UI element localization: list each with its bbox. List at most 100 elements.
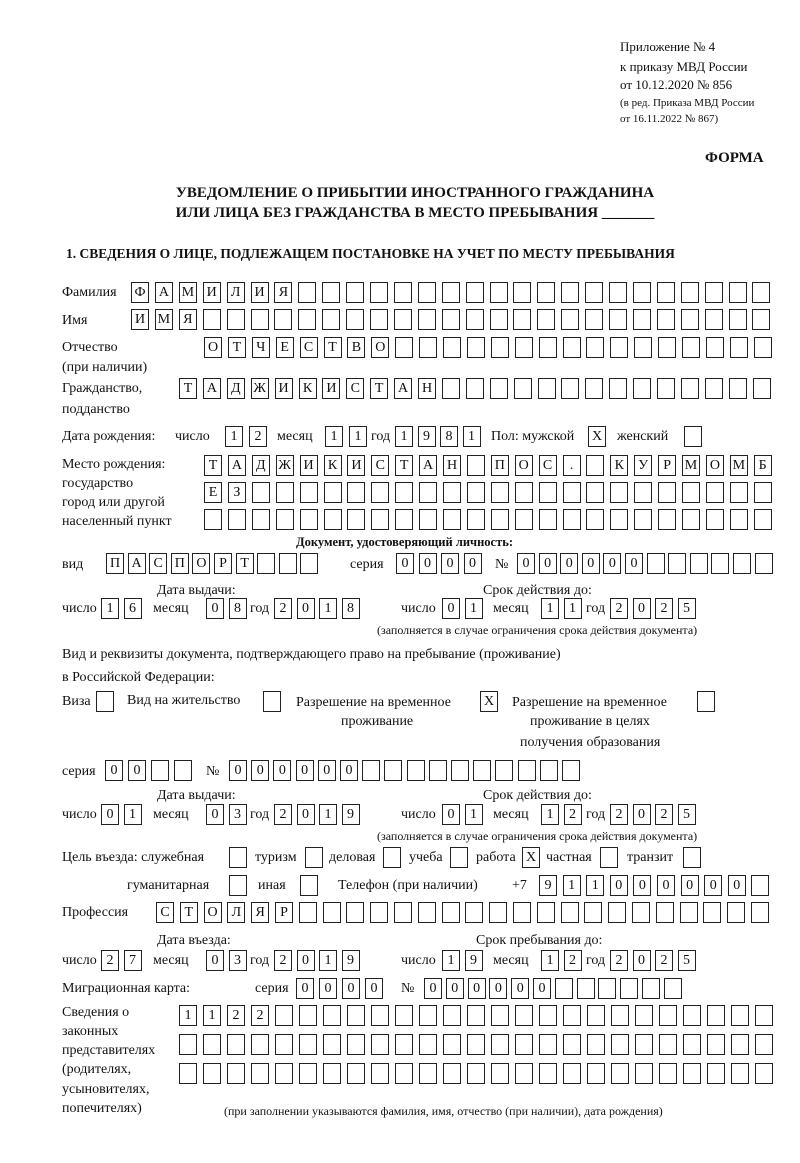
id-series-cell[interactable]: 0 bbox=[463, 553, 482, 574]
id-date-year-cell[interactable]: 8 bbox=[341, 598, 360, 619]
representatives-3-cell[interactable] bbox=[323, 1063, 341, 1084]
representatives-3-cell[interactable] bbox=[587, 1063, 605, 1084]
id-date-end-month-cell[interactable]: 1 bbox=[563, 598, 582, 619]
birth-place-2-cell[interactable] bbox=[419, 482, 438, 503]
representatives-1-cell[interactable] bbox=[587, 1005, 605, 1026]
stay-date-end-month-cell[interactable]: 1 bbox=[541, 804, 559, 825]
representatives-1-cell[interactable] bbox=[491, 1005, 509, 1026]
birth-year-cell[interactable]: 8 bbox=[440, 426, 458, 447]
representatives-1-cell[interactable] bbox=[443, 1005, 461, 1026]
stay-date-month-cell[interactable]: 3 bbox=[228, 804, 247, 825]
stay-number-cell[interactable] bbox=[384, 760, 403, 781]
representatives-1-cell[interactable] bbox=[275, 1005, 293, 1026]
representatives-2-cell[interactable] bbox=[203, 1034, 221, 1055]
citizenship-cell[interactable] bbox=[752, 378, 771, 399]
citizenship-cell[interactable] bbox=[537, 378, 556, 399]
patronymic-cell[interactable] bbox=[466, 337, 485, 358]
migration-series-cell[interactable]: 0 bbox=[342, 978, 360, 999]
profession-cell[interactable] bbox=[679, 902, 698, 923]
entry-date-month-cell[interactable]: 0 bbox=[206, 950, 224, 971]
entry-date-year-cell[interactable]: 2 bbox=[274, 950, 292, 971]
entry-date-end-month-cell[interactable]: 2 bbox=[563, 950, 582, 971]
birth-month-cell[interactable]: 1 bbox=[325, 426, 343, 447]
representatives-3-cell[interactable] bbox=[707, 1063, 725, 1084]
id-date-year-cell[interactable]: 2 bbox=[274, 598, 292, 619]
id-number-cell[interactable] bbox=[733, 553, 751, 574]
name-cell[interactable] bbox=[274, 309, 293, 330]
patronymic-cell[interactable] bbox=[419, 337, 438, 358]
birth-place-1-cell[interactable] bbox=[466, 455, 485, 476]
birth-place-2-cell[interactable] bbox=[562, 482, 581, 503]
citizenship-cell[interactable]: А bbox=[394, 378, 413, 399]
patronymic-cell[interactable]: О bbox=[371, 337, 390, 358]
name-cell[interactable] bbox=[489, 309, 508, 330]
birth-place-3-cell[interactable] bbox=[514, 509, 533, 530]
representatives-2-cell[interactable] bbox=[635, 1034, 653, 1055]
trp-edu-cell[interactable] bbox=[697, 691, 715, 712]
name-cell[interactable]: М bbox=[154, 309, 173, 330]
name-cell[interactable] bbox=[202, 309, 221, 330]
migration-number-cell[interactable]: 0 bbox=[489, 978, 508, 999]
id-date-month-cell[interactable]: 8 bbox=[228, 598, 247, 619]
birth-place-2-cell[interactable] bbox=[753, 482, 772, 503]
citizenship-cell[interactable]: Н bbox=[418, 378, 436, 399]
representatives-1-cell[interactable] bbox=[419, 1005, 437, 1026]
stay-number-cell[interactable]: 0 bbox=[340, 760, 358, 781]
birth-place-3-cell[interactable] bbox=[371, 509, 390, 530]
birth-place-3-cell[interactable] bbox=[323, 509, 342, 530]
surname-cell[interactable] bbox=[513, 282, 532, 303]
purpose-other-cell[interactable] bbox=[300, 875, 318, 896]
surname-cell[interactable] bbox=[609, 282, 627, 303]
stay-number-cell[interactable]: 0 bbox=[251, 760, 270, 781]
surname-cell[interactable]: Я bbox=[274, 282, 293, 303]
surname-cell[interactable] bbox=[561, 282, 580, 303]
representatives-2-cell[interactable] bbox=[419, 1034, 437, 1055]
representatives-1-cell[interactable] bbox=[323, 1005, 341, 1026]
birth-place-2-cell[interactable]: З bbox=[227, 482, 246, 503]
stay-date-end-day-cell[interactable]: 1 bbox=[464, 804, 483, 825]
patronymic-cell[interactable] bbox=[562, 337, 581, 358]
birth-place-1-cell[interactable]: М bbox=[682, 455, 700, 476]
representatives-3-cell[interactable] bbox=[659, 1063, 677, 1084]
entry-date-end-year-cell[interactable]: 2 bbox=[610, 950, 628, 971]
phone-cell[interactable]: 0 bbox=[609, 875, 628, 896]
id-number-cell[interactable] bbox=[754, 553, 773, 574]
name-cell[interactable] bbox=[393, 309, 412, 330]
profession-cell[interactable] bbox=[489, 902, 508, 923]
name-cell[interactable]: Я bbox=[178, 309, 197, 330]
birth-place-1-cell[interactable]: И bbox=[347, 455, 366, 476]
patronymic-cell[interactable]: О bbox=[204, 337, 222, 358]
stay-number-cell[interactable] bbox=[428, 760, 447, 781]
birth-place-3-cell[interactable] bbox=[586, 509, 605, 530]
patronymic-cell[interactable] bbox=[658, 337, 677, 358]
profession-cell[interactable]: Т bbox=[179, 902, 198, 923]
purpose-study-cell[interactable] bbox=[450, 847, 468, 868]
birth-place-1-cell[interactable]: . bbox=[562, 455, 581, 476]
surname-cell[interactable]: И bbox=[250, 282, 269, 303]
representatives-1-cell[interactable] bbox=[611, 1005, 629, 1026]
name-cell[interactable] bbox=[322, 309, 341, 330]
representatives-1-cell[interactable]: 1 bbox=[203, 1005, 221, 1026]
stay-date-month-cell[interactable]: 0 bbox=[206, 804, 224, 825]
birth-place-1-cell[interactable]: П bbox=[490, 455, 509, 476]
patronymic-cell[interactable] bbox=[538, 337, 557, 358]
representatives-3-cell[interactable] bbox=[227, 1063, 245, 1084]
birth-place-2-cell[interactable] bbox=[729, 482, 748, 503]
patronymic-cell[interactable]: С bbox=[299, 337, 318, 358]
stay-date-end-month-cell[interactable]: 2 bbox=[563, 804, 582, 825]
profession-cell[interactable] bbox=[346, 902, 365, 923]
representatives-1-cell[interactable]: 1 bbox=[179, 1005, 197, 1026]
surname-cell[interactable]: Л bbox=[226, 282, 245, 303]
birth-place-2-cell[interactable] bbox=[466, 482, 485, 503]
name-cell[interactable] bbox=[585, 309, 604, 330]
patronymic-cell[interactable] bbox=[705, 337, 724, 358]
representatives-3-cell[interactable] bbox=[755, 1063, 773, 1084]
representatives-3-cell[interactable] bbox=[515, 1063, 533, 1084]
name-cell[interactable] bbox=[561, 309, 580, 330]
birth-place-2-cell[interactable] bbox=[514, 482, 533, 503]
stay-date-end-year-cell[interactable]: 2 bbox=[610, 804, 628, 825]
surname-cell[interactable] bbox=[680, 282, 699, 303]
migration-series-cell[interactable]: 0 bbox=[319, 978, 337, 999]
birth-place-1-cell[interactable]: А bbox=[227, 455, 246, 476]
stay-date-end-year-cell[interactable]: 2 bbox=[655, 804, 673, 825]
